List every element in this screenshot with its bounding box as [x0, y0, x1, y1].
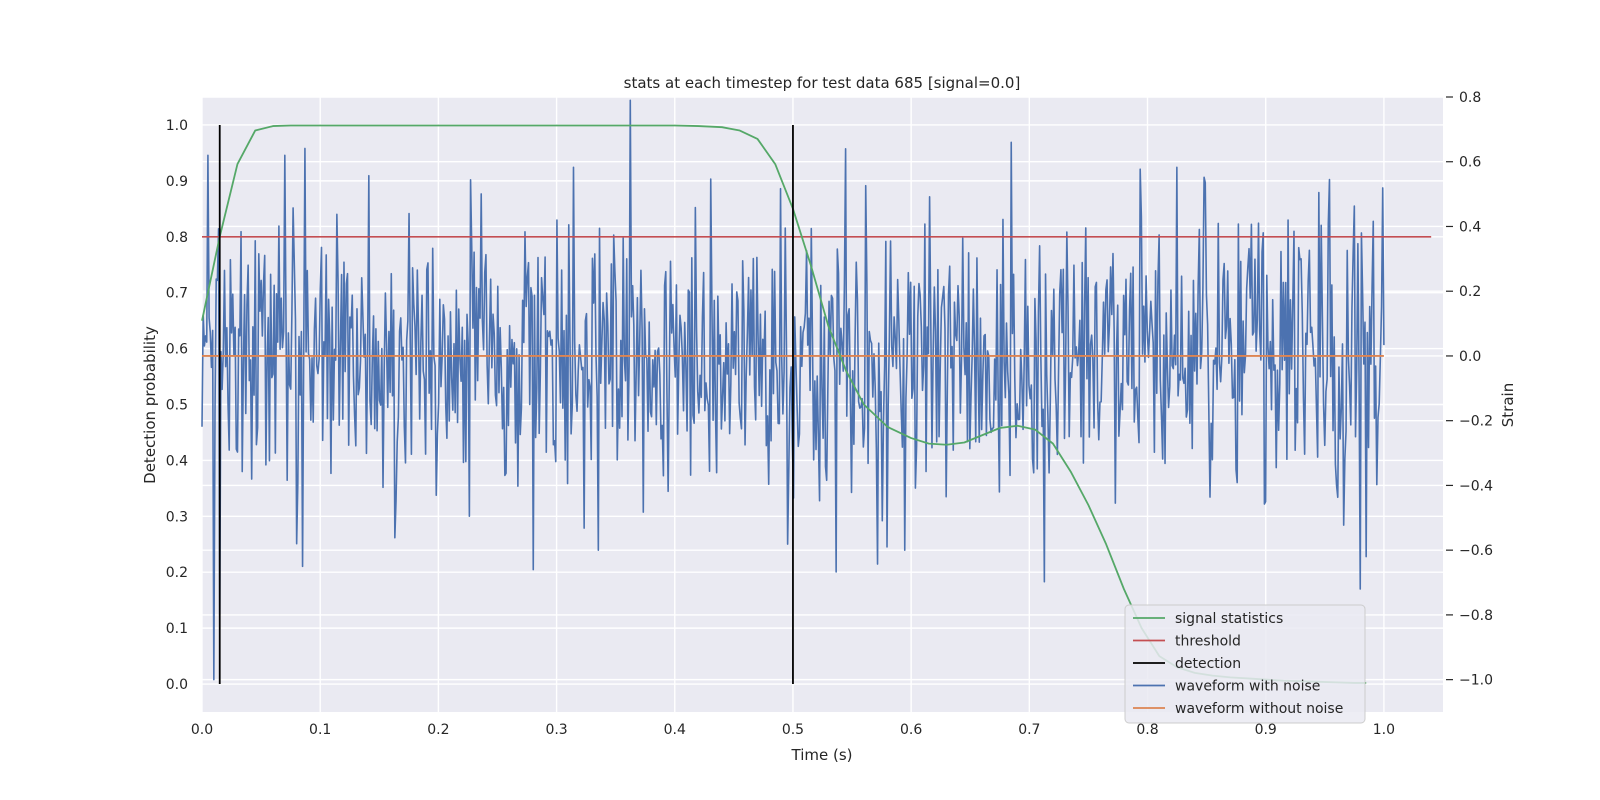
- y2-tick-label: 0.8: [1459, 90, 1481, 106]
- x-tick-label: 0.1: [309, 722, 331, 738]
- x-tick-label: 0.6: [900, 722, 922, 738]
- series-layer: [201, 99, 1432, 685]
- x-tick-label: 0.4: [664, 722, 686, 738]
- y2-tick-label: 0.2: [1459, 284, 1481, 300]
- y-axis-ticks: 0.0 0.1 0.2 0.3 0.4 0.5 0.6 0.7 0.8 0.9 1.0: [166, 118, 188, 693]
- y-tick-label: 0.0: [166, 677, 188, 693]
- y-tick-label: 0.8: [166, 230, 188, 246]
- legend-label: detection: [1175, 656, 1241, 672]
- x-tick-label: 0.2: [427, 722, 449, 738]
- legend-label: signal statistics: [1175, 611, 1283, 627]
- y-tick-label: 0.3: [166, 509, 188, 525]
- y2-tick-label: 0.4: [1459, 219, 1481, 235]
- y2-tick-label: 0.6: [1459, 155, 1481, 171]
- y-tick-label: 0.4: [166, 453, 188, 469]
- x-axis-ticks: 0.0 0.1 0.2 0.3 0.4 0.5 0.6 0.7 0.8 0.9 1.0: [191, 722, 1395, 738]
- legend-box: [1124, 604, 1366, 724]
- y2-axis-label: Strain: [1499, 383, 1517, 427]
- y2-tick-label: −0.2: [1459, 414, 1493, 430]
- legend-label: waveform without noise: [1175, 701, 1343, 717]
- x-tick-label: 0.8: [1136, 722, 1158, 738]
- y-axis-label: Detection probability: [141, 326, 159, 484]
- y-tick-label: 0.5: [166, 398, 188, 414]
- y-tick-label: 1.0: [166, 118, 188, 134]
- legend-label: threshold: [1175, 634, 1241, 650]
- y-tick-label: 0.7: [166, 286, 188, 302]
- x-tick-label: 0.3: [545, 722, 567, 738]
- x-tick-label: 0.7: [1018, 722, 1040, 738]
- y-tick-label: 0.9: [166, 174, 188, 190]
- y2-tick-label: −0.8: [1459, 608, 1493, 624]
- x-tick-label: 0.0: [191, 722, 213, 738]
- x-tick-label: 1.0: [1373, 722, 1395, 738]
- x-tick-label: 0.9: [1255, 722, 1277, 738]
- y2-tick-label: −1.0: [1459, 673, 1493, 689]
- x-tick-label: 0.5: [782, 722, 804, 738]
- x-axis-label: Time (s): [791, 746, 853, 764]
- y2-tick-label: −0.6: [1459, 543, 1493, 559]
- y2-tick-label: −0.4: [1459, 478, 1493, 494]
- y-tick-label: 0.2: [166, 565, 188, 581]
- y2-axis-ticks: −1.0 −0.8 −0.6 −0.4 −0.2 0.0 0.2 0.4 0.6 0.8: [1446, 90, 1493, 689]
- y-tick-label: 0.6: [166, 342, 188, 358]
- legend: signal statistics threshold detection wavef…: [1124, 604, 1366, 724]
- legend-label: waveform with noise: [1175, 679, 1320, 695]
- chart-title: stats at each timestep for test data 685…: [624, 74, 1021, 92]
- y-tick-label: 0.1: [166, 621, 188, 637]
- y2-tick-label: 0.0: [1459, 349, 1481, 365]
